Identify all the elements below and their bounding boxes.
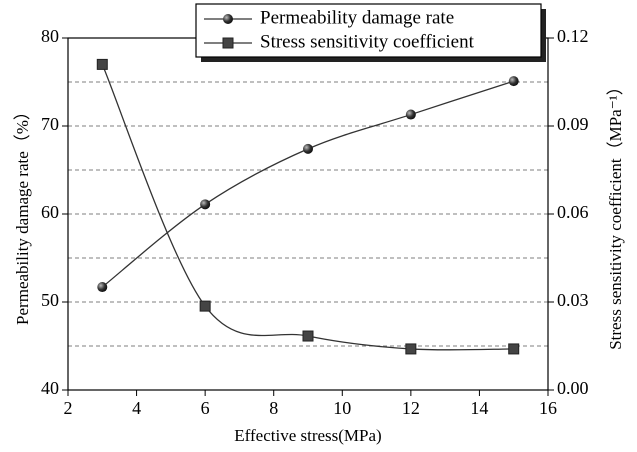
y-tick-label: 70 [41, 114, 59, 134]
x-tick-label: 10 [333, 398, 351, 418]
y2-axis-label: Stress sensitivity coefficient（MPa⁻¹） [606, 78, 625, 350]
y-tick-label: 50 [41, 290, 59, 310]
series-line [101, 64, 514, 351]
legend-marker [223, 14, 233, 24]
legend-marker [222, 37, 234, 49]
x-tick-label: 2 [64, 398, 73, 418]
marker [508, 76, 519, 87]
legend-label: Permeability damage rate [260, 7, 454, 28]
marker [508, 343, 520, 355]
marker [200, 199, 211, 210]
x-tick-label: 6 [201, 398, 210, 418]
y2-tick-label: 0.09 [557, 114, 589, 134]
y2-tick-label: 0.00 [557, 378, 589, 398]
y-tick-label: 80 [41, 26, 59, 46]
y2-tick-label: 0.06 [557, 202, 589, 222]
marker [97, 282, 108, 293]
x-tick-label: 8 [269, 398, 278, 418]
x-axis-label: Effective stress(MPa) [234, 426, 381, 445]
marker [199, 300, 211, 312]
marker [302, 330, 314, 342]
y-axis-label: Permeability damage rate（%） [13, 103, 32, 325]
marker [96, 58, 108, 70]
x-tick-label: 12 [402, 398, 420, 418]
legend [195, 3, 542, 58]
legend-label: Stress sensitivity coefficient [260, 31, 475, 52]
x-tick-label: 16 [539, 398, 557, 418]
y-tick-label: 60 [41, 202, 59, 222]
x-tick-label: 4 [132, 398, 141, 418]
x-tick-label: 14 [470, 398, 488, 418]
y-tick-label: 40 [41, 378, 59, 398]
series-line [101, 80, 514, 288]
marker [303, 143, 313, 154]
y2-tick-label: 0.12 [557, 26, 589, 46]
y2-tick-label: 0.03 [557, 290, 589, 310]
marker [405, 109, 416, 120]
marker [405, 343, 417, 355]
